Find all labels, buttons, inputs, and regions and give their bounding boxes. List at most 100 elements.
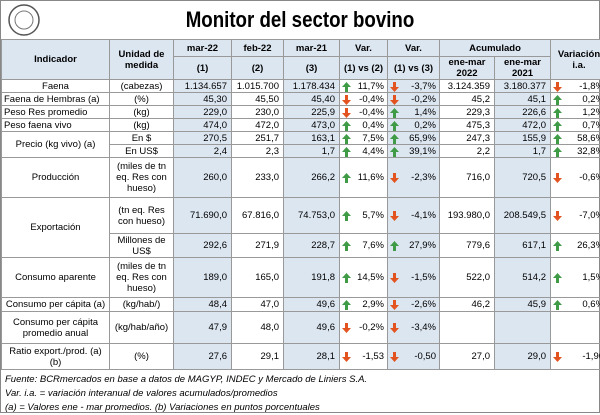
value: 251,7 bbox=[232, 132, 284, 145]
variation: -0,4% bbox=[340, 106, 388, 119]
value: 71.690,0 bbox=[174, 198, 232, 234]
cell-text: 1.178.434 bbox=[293, 81, 335, 92]
cell-text: Consumo per cápita (a) bbox=[6, 299, 105, 310]
table-row: Producción(miles de tn eq. Res con hueso… bbox=[2, 158, 600, 198]
cell-text: 1,5% bbox=[582, 272, 600, 283]
cell-text: -4,1% bbox=[411, 210, 436, 221]
variation: 2,9% bbox=[340, 298, 388, 312]
cell-text: -0,2% bbox=[411, 94, 436, 105]
unit: En US$ bbox=[110, 145, 174, 158]
cell-text: 779,6 bbox=[466, 240, 490, 251]
cell-text: (%) bbox=[134, 351, 149, 362]
cell-text: 226,6 bbox=[522, 107, 546, 118]
cell-text: 26,3% bbox=[577, 240, 600, 251]
value: 47,9 bbox=[174, 312, 232, 344]
value: 271,9 bbox=[232, 234, 284, 258]
unit: En $ bbox=[110, 132, 174, 145]
cell-text: 247,3 bbox=[466, 133, 490, 144]
unit: (miles de tn eq. Res con hueso) bbox=[110, 158, 174, 198]
value: 475,3 bbox=[440, 119, 495, 132]
cell-text: 32,8% bbox=[577, 146, 600, 157]
variation: -3,7% bbox=[388, 80, 440, 93]
indicator: Peso faena vivo bbox=[2, 119, 110, 132]
cell-text: 1,2% bbox=[582, 107, 600, 118]
value: 189,0 bbox=[174, 258, 232, 298]
variation: -2,3% bbox=[388, 158, 440, 198]
value: 522,0 bbox=[440, 258, 495, 298]
variation: 0,4% bbox=[340, 119, 388, 132]
title: Monitor del sector bovino bbox=[46, 7, 554, 33]
value: 45,40 bbox=[284, 93, 340, 106]
cell-text: 47,0 bbox=[261, 299, 280, 310]
cell-text: 45,40 bbox=[311, 94, 335, 105]
footnote: Var. i.a. = variación interanual de valo… bbox=[5, 387, 595, 401]
variation: 11,7% bbox=[340, 80, 388, 93]
arrow-up bbox=[390, 121, 399, 131]
value: 48,0 bbox=[232, 312, 284, 344]
arrow-up bbox=[390, 108, 399, 118]
arrow-down bbox=[390, 323, 399, 333]
unit: Millones de US$ bbox=[110, 234, 174, 258]
arrow-up bbox=[342, 300, 351, 310]
indicator: Consumo aparente bbox=[2, 258, 110, 298]
value: 47,0 bbox=[232, 298, 284, 312]
header-cell: ene-mar 2022 bbox=[440, 57, 495, 80]
cell-text: 155,9 bbox=[522, 133, 546, 144]
cell-text: 473,0 bbox=[311, 120, 335, 131]
value bbox=[440, 312, 495, 344]
value: 193.980,0 bbox=[440, 198, 495, 234]
cell-text: 67.816,0 bbox=[242, 210, 279, 221]
variation: 0,7% bbox=[551, 119, 600, 132]
cell-text: -0,4% bbox=[359, 107, 384, 118]
value: 229,0 bbox=[174, 106, 232, 119]
cell-text: Ratio export./prod. (a)(b) bbox=[9, 346, 101, 368]
cell-text: En US$ bbox=[125, 146, 158, 157]
value: 48,4 bbox=[174, 298, 232, 312]
variation: 39,1% bbox=[388, 145, 440, 158]
header-cell: Acumulado bbox=[440, 40, 551, 57]
arrow-down bbox=[342, 95, 351, 105]
value: 49,6 bbox=[284, 312, 340, 344]
cell-text: -2,3% bbox=[411, 172, 436, 183]
value: 779,6 bbox=[440, 234, 495, 258]
arrow-down bbox=[553, 352, 562, 362]
variation: 27,9% bbox=[388, 234, 440, 258]
value: 473,0 bbox=[284, 119, 340, 132]
cell-text: Peso faena vivo bbox=[4, 120, 72, 131]
variation: -0,6% bbox=[551, 158, 600, 198]
arrow-up bbox=[342, 211, 351, 221]
cell-text: 472,0 bbox=[255, 120, 279, 131]
cell-text: 45,1 bbox=[528, 94, 547, 105]
cell-text: (%) bbox=[134, 94, 149, 105]
value: 225,9 bbox=[284, 106, 340, 119]
cell-text: -1,5% bbox=[411, 272, 436, 283]
variation: 0,6% bbox=[551, 298, 600, 312]
cell-text: 47,9 bbox=[209, 322, 228, 333]
cell-text: 7,6% bbox=[362, 240, 384, 251]
value bbox=[495, 312, 551, 344]
value: 45,50 bbox=[232, 93, 284, 106]
arrow-up bbox=[342, 82, 351, 92]
unit: (%) bbox=[110, 344, 174, 370]
arrow-up bbox=[553, 273, 562, 283]
variation: 26,3% bbox=[551, 234, 600, 258]
arrow-down bbox=[553, 82, 562, 92]
cell-text: 3.180.377 bbox=[504, 81, 546, 92]
unit: (kg/hab/) bbox=[110, 298, 174, 312]
value: 292,6 bbox=[174, 234, 232, 258]
unit: (kg) bbox=[110, 106, 174, 119]
arrow-down bbox=[390, 211, 399, 221]
variation: -4,1% bbox=[388, 198, 440, 234]
value: 67.816,0 bbox=[232, 198, 284, 234]
cell-text: 0,2% bbox=[582, 94, 600, 105]
cell-text: 165,0 bbox=[255, 272, 279, 283]
cell-text: Exportación bbox=[30, 222, 80, 233]
unit: (kg/hab/año) bbox=[110, 312, 174, 344]
value: 155,9 bbox=[495, 132, 551, 145]
cell-text: 27,0 bbox=[472, 351, 491, 362]
value: 163,1 bbox=[284, 132, 340, 145]
cell-text: 191,8 bbox=[311, 272, 335, 283]
variation: 7,6% bbox=[340, 234, 388, 258]
